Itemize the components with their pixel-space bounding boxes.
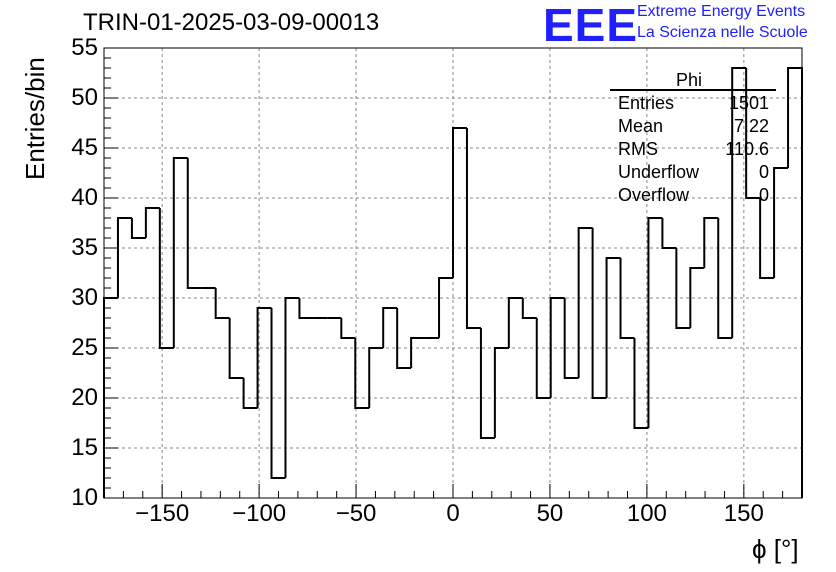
stats-row-name: Overflow xyxy=(618,185,690,205)
y-tick-label: 50 xyxy=(71,84,98,111)
histogram-bin xyxy=(256,307,272,408)
run-title: TRIN-01-2025-03-09-00013 xyxy=(83,9,380,36)
logo-caption-line1: Extreme Energy Events xyxy=(637,3,806,20)
y-tick-label: 45 xyxy=(71,134,98,161)
histogram-bin xyxy=(507,297,523,348)
histogram-bin xyxy=(172,157,188,348)
stats-row-name: Underflow xyxy=(618,162,700,182)
histogram-bin xyxy=(689,267,705,328)
histogram-bin xyxy=(158,208,174,349)
histogram-bin xyxy=(535,318,551,399)
stats-row-name: RMS xyxy=(618,139,658,159)
histogram-bin xyxy=(661,218,677,249)
histogram-bin xyxy=(438,277,453,338)
histogram-bin xyxy=(563,298,579,379)
histogram-bin xyxy=(186,158,202,289)
y-tick-label: 40 xyxy=(71,184,98,211)
stats-row-name: Entries xyxy=(618,93,675,113)
x-tick-label: 50 xyxy=(536,500,564,527)
histogram-bin xyxy=(717,218,733,339)
histogram-bin xyxy=(675,248,691,329)
histogram-bin xyxy=(577,227,593,378)
histogram-bin xyxy=(214,288,230,319)
histogram-bin xyxy=(298,298,314,319)
stats-row-value: 0 xyxy=(758,162,769,182)
histogram-bin xyxy=(396,308,412,369)
histogram-bin xyxy=(116,217,132,298)
histogram-bin xyxy=(354,338,370,409)
y-tick-label: 30 xyxy=(71,284,98,311)
x-tick-label: 150 xyxy=(723,500,764,527)
histogram-bin xyxy=(479,328,495,439)
histogram-bin xyxy=(549,297,565,398)
histogram-bin xyxy=(647,217,663,428)
histogram-bin xyxy=(270,308,286,479)
histogram-bin xyxy=(759,198,775,279)
x-tick-label: −50 xyxy=(335,500,377,527)
histogram-bin xyxy=(410,337,426,368)
stats-row-value: 0 xyxy=(758,185,769,205)
axis-ticks xyxy=(104,47,784,499)
histogram-bin xyxy=(521,298,537,319)
histogram-bin xyxy=(284,297,300,478)
y-tick-label: 25 xyxy=(71,334,98,361)
stats-row-name: Mean xyxy=(618,116,664,136)
histogram-bin xyxy=(619,258,635,339)
stats-box-title: Phi xyxy=(676,70,703,90)
histogram-bin xyxy=(130,218,146,239)
x-tick-label: 0 xyxy=(446,500,460,527)
histogram-bin xyxy=(703,217,719,268)
histogram-bin xyxy=(242,378,258,409)
histogram-bin xyxy=(605,257,621,398)
y-tick-label: 20 xyxy=(71,384,98,411)
histogram-bin xyxy=(382,307,398,348)
x-tick-label: 100 xyxy=(626,500,667,527)
histogram-bin xyxy=(465,128,481,329)
y-tick-label: 10 xyxy=(71,484,98,511)
stats-row-value: 1501 xyxy=(728,93,769,113)
x-tick-label: −150 xyxy=(135,500,190,527)
histogram-bin xyxy=(591,228,607,399)
eee-logo: EEE xyxy=(543,0,639,51)
histogram-bin xyxy=(787,67,803,498)
x-tick-label: −100 xyxy=(232,500,287,527)
stats-row-value: 7.22 xyxy=(733,116,769,136)
x-axis-label: ϕ [°] xyxy=(752,534,799,564)
histogram-bin xyxy=(493,347,509,438)
histogram-bin xyxy=(731,67,747,338)
y-tick-label: 35 xyxy=(71,234,98,261)
histogram-bin xyxy=(633,338,649,429)
histogram-bin xyxy=(340,318,356,339)
histogram-bin xyxy=(144,207,160,238)
histogram-bin xyxy=(745,68,761,199)
histogram-bin xyxy=(773,167,789,278)
y-tick-label: 15 xyxy=(71,434,98,461)
histogram-bin xyxy=(368,347,384,408)
logo-caption-line2: La Scienza nelle Scuole xyxy=(637,24,808,41)
histogram-bin xyxy=(452,127,467,278)
histogram-bin xyxy=(228,318,244,379)
y-tick-label: 55 xyxy=(71,34,98,61)
stats-row-value: 110.6 xyxy=(725,139,769,159)
